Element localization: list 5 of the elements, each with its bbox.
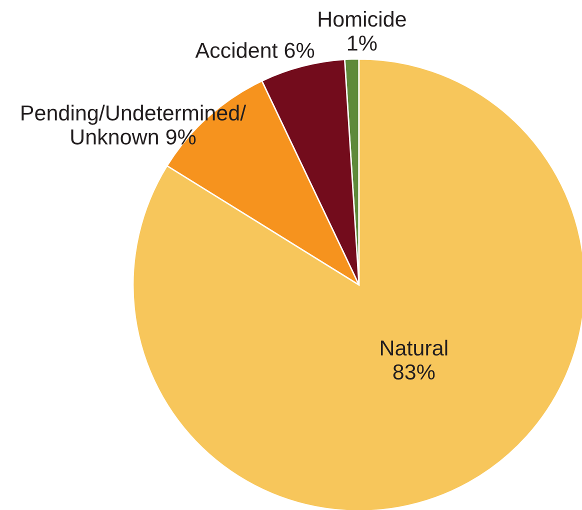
slice-label: Natural: [380, 340, 448, 356]
slice-label: Accident 6%: [195, 42, 314, 58]
data-label: 83%: [393, 364, 435, 380]
slice-label: Homicide: [318, 10, 406, 27]
data-label: 1%: [348, 36, 377, 51]
